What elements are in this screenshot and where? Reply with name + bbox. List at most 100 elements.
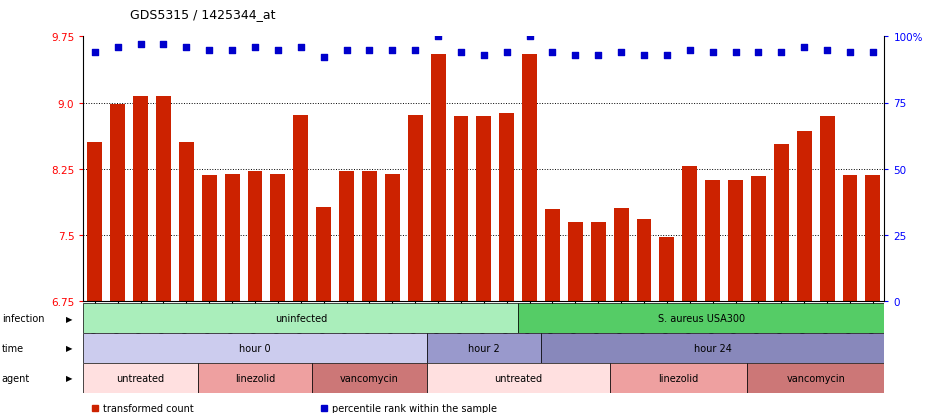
Bar <box>706 181 720 301</box>
Text: percentile rank within the sample: percentile rank within the sample <box>332 404 496 413</box>
FancyBboxPatch shape <box>519 304 884 333</box>
Bar <box>294 116 308 301</box>
Point <box>499 50 514 56</box>
Point <box>796 45 811 51</box>
Bar <box>156 97 171 301</box>
Point <box>706 50 720 56</box>
FancyBboxPatch shape <box>83 363 198 393</box>
Bar <box>247 171 262 301</box>
Point <box>591 52 606 59</box>
Bar <box>431 55 445 301</box>
Point <box>133 42 148 48</box>
Bar <box>454 116 469 301</box>
Text: agent: agent <box>2 373 31 383</box>
Bar <box>545 210 560 301</box>
Point <box>270 47 285 54</box>
Point <box>866 50 881 56</box>
Point <box>568 52 582 59</box>
Point <box>843 50 857 56</box>
Text: ▶: ▶ <box>66 373 72 382</box>
Point <box>385 47 400 54</box>
Point <box>317 55 332 62</box>
Text: untreated: untreated <box>494 373 543 383</box>
Bar <box>774 145 789 301</box>
Point <box>636 52 651 59</box>
Point <box>522 34 537 40</box>
Bar <box>339 172 354 301</box>
FancyBboxPatch shape <box>83 333 427 363</box>
FancyBboxPatch shape <box>541 333 884 363</box>
Point <box>545 50 560 56</box>
Bar <box>476 116 492 301</box>
Point <box>110 45 125 51</box>
Bar <box>820 116 834 301</box>
FancyBboxPatch shape <box>83 304 519 333</box>
Bar <box>796 131 812 301</box>
Bar <box>385 175 400 301</box>
Text: ▶: ▶ <box>66 344 72 353</box>
FancyBboxPatch shape <box>747 363 884 393</box>
Bar <box>591 222 606 301</box>
Text: vancomycin: vancomycin <box>340 373 399 383</box>
Point <box>339 47 354 54</box>
Point <box>407 47 422 54</box>
Point <box>294 45 308 51</box>
FancyBboxPatch shape <box>427 333 541 363</box>
Point <box>225 47 240 54</box>
FancyBboxPatch shape <box>609 363 747 393</box>
Point <box>87 50 102 56</box>
Bar <box>659 237 674 301</box>
Point <box>751 50 766 56</box>
Text: vancomycin: vancomycin <box>786 373 845 383</box>
Bar <box>362 172 377 301</box>
Text: linezolid: linezolid <box>235 373 275 383</box>
Point <box>179 45 194 51</box>
Point <box>659 52 674 59</box>
Text: GDS5315 / 1425344_at: GDS5315 / 1425344_at <box>130 8 275 21</box>
Text: untreated: untreated <box>117 373 165 383</box>
Bar <box>636 220 652 301</box>
Bar <box>614 209 629 301</box>
Text: time: time <box>2 343 24 353</box>
Bar <box>407 116 422 301</box>
Point <box>774 50 789 56</box>
Bar <box>522 55 537 301</box>
Bar <box>568 222 582 301</box>
Text: hour 24: hour 24 <box>694 343 732 353</box>
Point <box>476 52 491 59</box>
Bar <box>202 176 217 301</box>
Text: ▶: ▶ <box>66 314 72 323</box>
Point <box>156 42 170 48</box>
Bar <box>843 176 857 301</box>
FancyBboxPatch shape <box>427 363 609 393</box>
FancyBboxPatch shape <box>312 363 427 393</box>
Point <box>728 50 743 56</box>
Bar <box>316 207 332 301</box>
Bar <box>179 143 194 301</box>
Bar <box>87 143 102 301</box>
FancyBboxPatch shape <box>198 363 312 393</box>
Bar <box>110 105 125 301</box>
Point <box>202 47 217 54</box>
Bar <box>499 114 514 301</box>
Point <box>820 47 834 54</box>
Text: uninfected: uninfected <box>275 313 327 323</box>
Point <box>682 47 697 54</box>
Text: infection: infection <box>2 313 44 323</box>
Bar <box>682 167 697 301</box>
Bar <box>751 176 766 301</box>
Bar <box>866 176 881 301</box>
Point <box>454 50 469 56</box>
Bar <box>270 175 285 301</box>
Text: S. aureus USA300: S. aureus USA300 <box>657 313 745 323</box>
Bar <box>225 175 240 301</box>
Text: linezolid: linezolid <box>658 373 698 383</box>
Text: hour 0: hour 0 <box>239 343 270 353</box>
Text: transformed count: transformed count <box>103 404 194 413</box>
Point <box>431 34 445 40</box>
Point <box>614 50 629 56</box>
Bar <box>728 181 743 301</box>
Text: hour 2: hour 2 <box>468 343 500 353</box>
Bar <box>133 97 148 301</box>
Point <box>247 45 262 51</box>
